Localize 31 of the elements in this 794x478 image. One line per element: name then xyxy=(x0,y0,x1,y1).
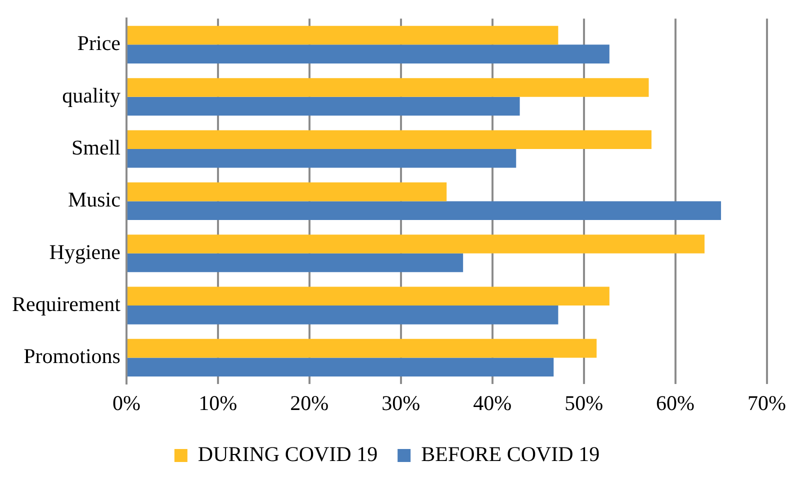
y-tick-label: Hygiene xyxy=(49,240,120,264)
y-tick-label: Promotions xyxy=(24,344,120,368)
y-tick-label: Requirement xyxy=(12,292,121,316)
bar xyxy=(127,182,447,202)
bar xyxy=(127,149,516,168)
x-tick-label: 70% xyxy=(748,390,786,415)
bar xyxy=(127,338,597,358)
bar xyxy=(127,306,558,324)
y-tick-label: Music xyxy=(68,188,120,212)
x-tick-label: 40% xyxy=(473,390,512,415)
bar xyxy=(127,78,649,97)
bar xyxy=(127,130,652,150)
bar xyxy=(127,253,464,272)
x-tick-label: 50% xyxy=(564,390,604,415)
bar xyxy=(127,201,722,220)
bar xyxy=(127,286,610,306)
bar xyxy=(127,26,558,45)
x-tick-label: 10% xyxy=(198,390,238,415)
x-tick-label: 60% xyxy=(656,390,695,415)
bar xyxy=(127,234,705,254)
x-tick-label: 0% xyxy=(112,390,140,415)
bar xyxy=(127,44,610,64)
x-tick-label: 30% xyxy=(382,390,420,415)
bar xyxy=(127,96,520,116)
bar xyxy=(127,358,554,376)
legend-label: DURING COVID 19 xyxy=(198,442,378,466)
x-tick-label: 20% xyxy=(290,390,329,415)
y-tick-label: Smell xyxy=(71,136,121,160)
y-tick-label: Price xyxy=(77,31,120,56)
legend-label: BEFORE COVID 19 xyxy=(421,442,600,466)
y-tick-label: quality xyxy=(62,83,121,108)
